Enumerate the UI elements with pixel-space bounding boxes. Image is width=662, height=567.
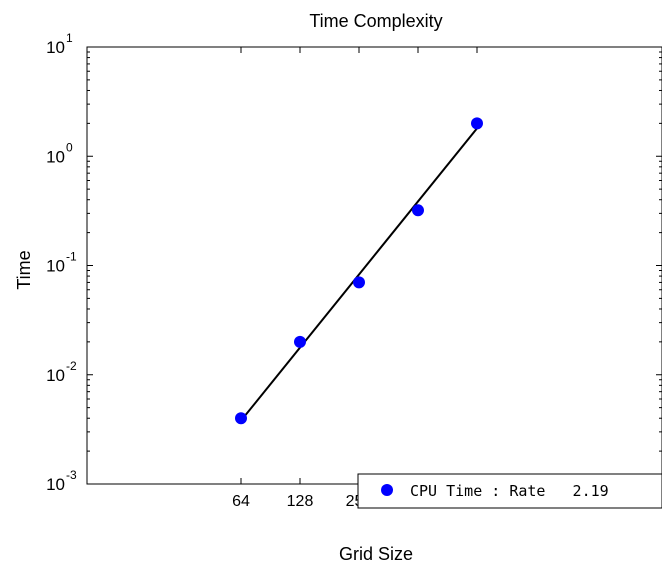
fit-line-layer: [240, 127, 478, 422]
y-tick-label-base: 10: [46, 366, 65, 385]
y-axis-label: Time: [14, 250, 34, 289]
fit-line: [240, 127, 478, 422]
legend-label: CPU Time : Rate 2.19: [410, 482, 609, 500]
y-tick-label-exponent: 1: [66, 31, 73, 45]
data-point: [412, 204, 424, 217]
data-point: [471, 117, 483, 130]
y-tick-label-base: 10: [46, 475, 65, 494]
x-tick-label: 64: [232, 493, 250, 510]
y-tick-label-base: 10: [46, 38, 65, 57]
y-tick-label-base: 10: [46, 257, 65, 276]
legend-box: [357, 473, 662, 509]
y-tick-label-exponent: -2: [66, 359, 77, 373]
x-axis-label: Grid Size: [339, 544, 413, 564]
data-point: [294, 335, 306, 348]
legend: CPU Time : Rate 2.19: [357, 473, 662, 509]
y-tick-label-exponent: 0: [66, 140, 73, 154]
y-tick-label-exponent: -1: [66, 250, 77, 264]
legend-marker: [381, 484, 393, 496]
data-points-layer: [235, 117, 483, 425]
x-tick-label: 128: [287, 493, 314, 510]
y-tick-label-base: 10: [46, 147, 65, 166]
chart-title: Time Complexity: [309, 11, 442, 31]
y-tick-label-exponent: -3: [66, 468, 77, 482]
data-point: [353, 276, 365, 289]
data-point: [235, 412, 247, 425]
